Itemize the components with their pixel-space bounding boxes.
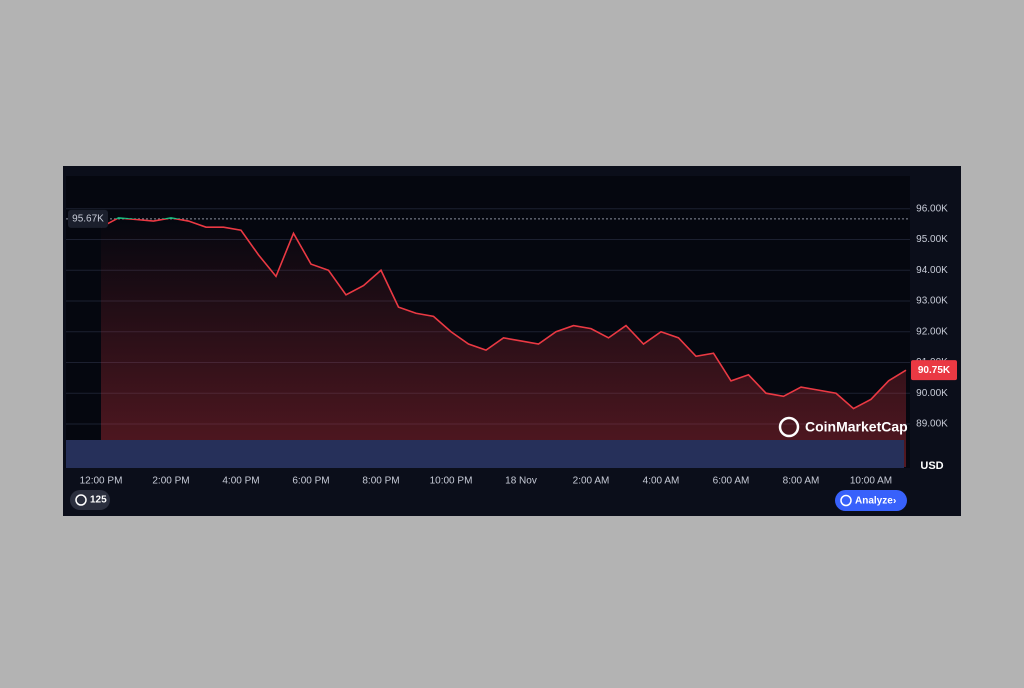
y-tick-label: 95.00K bbox=[916, 234, 948, 245]
last-price-bg bbox=[911, 360, 957, 381]
y-tick-label: 94.00K bbox=[916, 265, 948, 276]
watermark-group: CoinMarketCap bbox=[778, 416, 908, 438]
x-tick-label: 10:00 AM bbox=[850, 476, 892, 487]
reference-label: 95.67K bbox=[72, 214, 104, 225]
button-icon bbox=[840, 494, 852, 507]
x-tick-label: 6:00 PM bbox=[292, 476, 329, 487]
button-arrow: › bbox=[893, 496, 896, 507]
x-tick-label: 2:00 AM bbox=[573, 476, 610, 487]
y-tick-label: 90.00K bbox=[916, 388, 948, 399]
y-tick-label: 92.00K bbox=[916, 326, 948, 337]
badge: 125 bbox=[90, 495, 107, 506]
button-bg[interactable] bbox=[835, 490, 907, 511]
analyze-button[interactable]: Analyze › bbox=[835, 490, 907, 511]
y-tick-label: 93.00K bbox=[916, 296, 948, 307]
logo bbox=[778, 416, 800, 438]
y-tick-label: 89.00K bbox=[916, 419, 948, 430]
currency: USD bbox=[920, 460, 943, 472]
reference-label-bg bbox=[68, 209, 108, 228]
line bbox=[100, 218, 907, 410]
volume-band bbox=[66, 440, 904, 468]
x-tick-label: 8:00 AM bbox=[783, 476, 820, 487]
area bbox=[101, 218, 906, 467]
watermark: CoinMarketCap bbox=[805, 419, 908, 435]
x-tick-label: 4:00 AM bbox=[643, 476, 680, 487]
x-tick-label: 6:00 AM bbox=[713, 476, 750, 487]
x-tick-label: 18 Nov bbox=[505, 476, 537, 487]
x-tick-label: 10:00 PM bbox=[430, 476, 473, 487]
y-tick-label: 96.00K bbox=[916, 203, 948, 214]
badge-group: 125 bbox=[70, 490, 110, 510]
x-tick-label: 12:00 PM bbox=[80, 476, 123, 487]
x-tick-label: 4:00 PM bbox=[222, 476, 259, 487]
last-price-label: 90.75K bbox=[918, 365, 951, 376]
x-tick-label: 2:00 PM bbox=[152, 476, 189, 487]
badge-icon bbox=[75, 494, 87, 506]
x-tick-label: 8:00 PM bbox=[362, 476, 399, 487]
button-label[interactable]: Analyze bbox=[855, 496, 893, 507]
